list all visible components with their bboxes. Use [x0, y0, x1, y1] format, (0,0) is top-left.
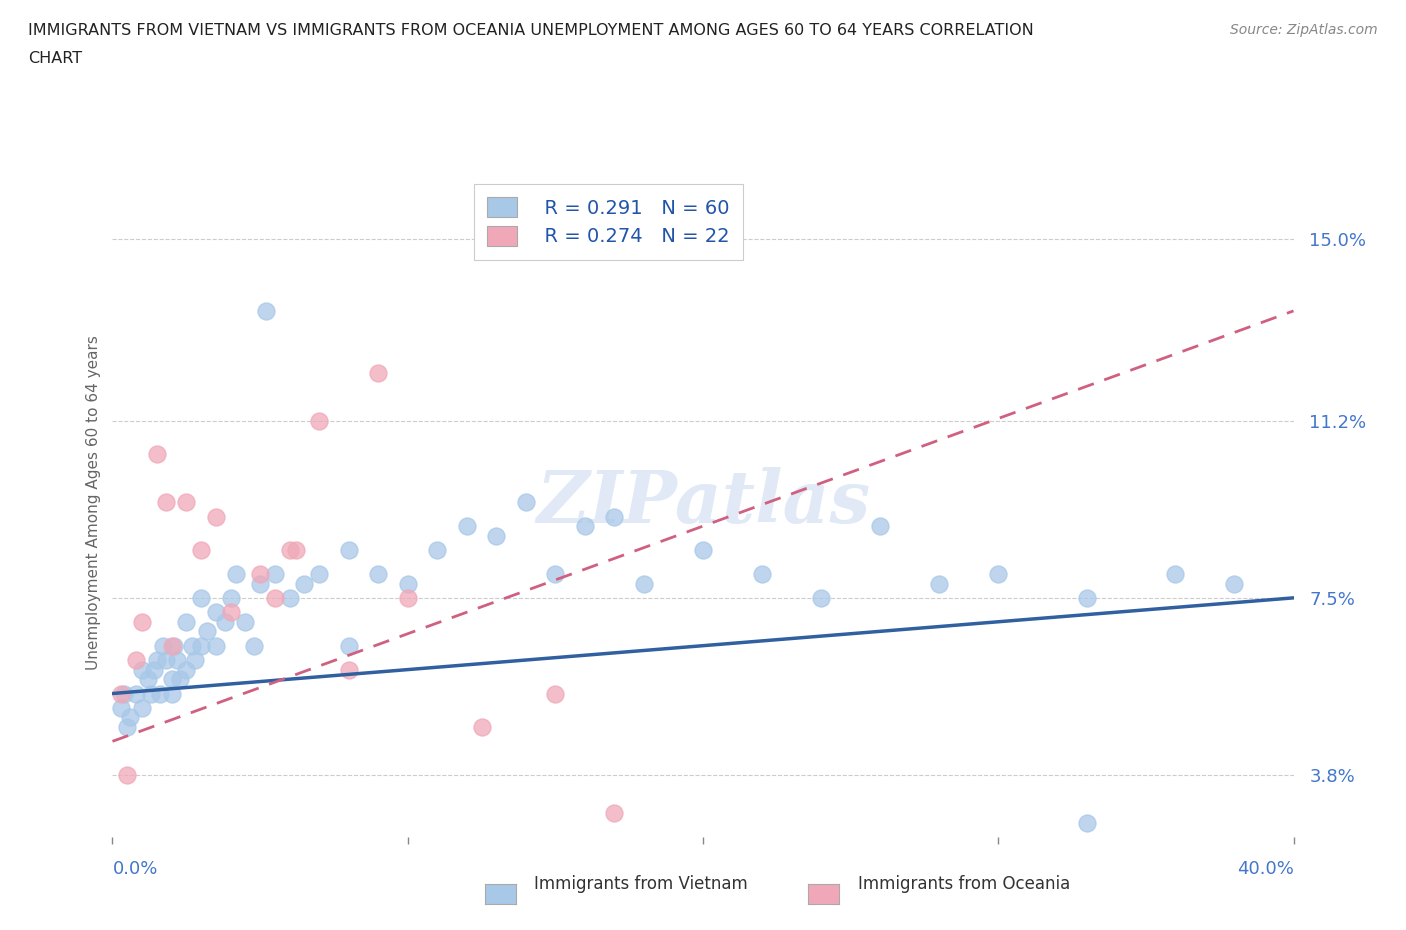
Point: [396, 591, 419, 605]
Point: [184, 653, 207, 668]
Point: [544, 686, 567, 701]
Point: [692, 542, 714, 557]
Point: [160, 638, 183, 653]
Point: [160, 686, 183, 701]
Point: [308, 566, 330, 581]
Point: [278, 591, 301, 605]
Point: [117, 720, 138, 735]
Point: [574, 519, 596, 534]
Point: [515, 495, 537, 510]
Point: [110, 700, 132, 715]
Point: [190, 591, 212, 605]
Point: [233, 615, 256, 630]
Point: [117, 767, 138, 782]
Y-axis label: Unemployment Among Ages 60 to 64 years: Unemployment Among Ages 60 to 64 years: [86, 335, 101, 670]
Point: [308, 414, 330, 429]
Point: [146, 447, 169, 462]
Point: [155, 653, 177, 668]
Text: Source: ZipAtlas.com: Source: ZipAtlas.com: [1230, 23, 1378, 37]
Point: [869, 519, 891, 534]
Point: [195, 624, 218, 639]
Text: 0.0%: 0.0%: [112, 860, 157, 878]
Point: [125, 653, 148, 668]
Point: [603, 509, 626, 524]
Point: [166, 653, 188, 668]
Point: [485, 528, 508, 543]
Point: [112, 686, 135, 701]
Point: [149, 686, 172, 701]
Point: [337, 662, 360, 677]
Point: [205, 604, 228, 619]
Point: [219, 591, 242, 605]
Point: [125, 686, 148, 701]
Point: [1076, 816, 1098, 830]
Point: [1164, 566, 1187, 581]
Point: [131, 700, 153, 715]
Point: [205, 509, 228, 524]
Point: [928, 576, 950, 591]
Point: [292, 576, 315, 591]
Text: IMMIGRANTS FROM VIETNAM VS IMMIGRANTS FROM OCEANIA UNEMPLOYMENT AMONG AGES 60 TO: IMMIGRANTS FROM VIETNAM VS IMMIGRANTS FR…: [28, 23, 1033, 38]
Point: [225, 566, 247, 581]
Legend:   R = 0.291   N = 60,   R = 0.274   N = 22: R = 0.291 N = 60, R = 0.274 N = 22: [474, 184, 744, 259]
Point: [160, 671, 183, 686]
Point: [155, 495, 177, 510]
Text: Immigrants from Vietnam: Immigrants from Vietnam: [534, 875, 748, 893]
Point: [751, 566, 773, 581]
Point: [214, 615, 236, 630]
Point: [142, 662, 165, 677]
Point: [174, 615, 197, 630]
Point: [426, 542, 449, 557]
Point: [152, 638, 174, 653]
Point: [169, 671, 191, 686]
Point: [190, 542, 212, 557]
Point: [131, 662, 153, 677]
Point: [243, 638, 266, 653]
Text: Immigrants from Oceania: Immigrants from Oceania: [858, 875, 1070, 893]
Point: [456, 519, 478, 534]
Point: [470, 720, 494, 735]
Point: [987, 566, 1010, 581]
Text: 40.0%: 40.0%: [1237, 860, 1294, 878]
Point: [254, 303, 277, 318]
Point: [603, 805, 626, 820]
Point: [367, 365, 389, 380]
Point: [337, 638, 360, 653]
Point: [264, 591, 287, 605]
Point: [131, 615, 153, 630]
Text: CHART: CHART: [28, 51, 82, 66]
Point: [1076, 591, 1098, 605]
Point: [136, 671, 159, 686]
Point: [110, 686, 132, 701]
Point: [284, 542, 307, 557]
Point: [1223, 576, 1246, 591]
Point: [219, 604, 242, 619]
Point: [174, 662, 197, 677]
Point: [633, 576, 655, 591]
Point: [396, 576, 419, 591]
Text: ZIPatlas: ZIPatlas: [536, 467, 870, 538]
Point: [367, 566, 389, 581]
Point: [249, 566, 271, 581]
Point: [163, 638, 186, 653]
Point: [337, 542, 360, 557]
Point: [205, 638, 228, 653]
Point: [120, 710, 142, 724]
Point: [181, 638, 204, 653]
Point: [146, 653, 169, 668]
Point: [810, 591, 832, 605]
Point: [190, 638, 212, 653]
Point: [264, 566, 287, 581]
Point: [278, 542, 301, 557]
Point: [544, 566, 567, 581]
Point: [249, 576, 271, 591]
Point: [139, 686, 162, 701]
Point: [174, 495, 197, 510]
